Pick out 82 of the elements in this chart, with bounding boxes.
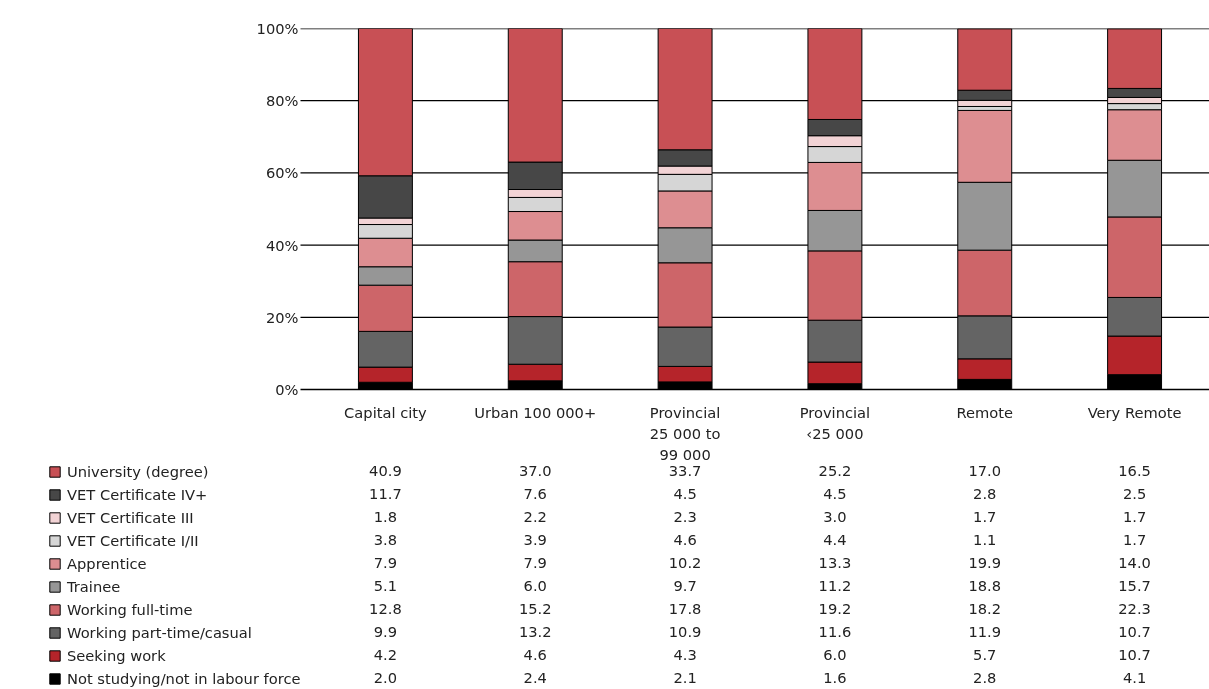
data-label: 2.3 <box>673 508 697 525</box>
data-label: 11.6 <box>818 623 852 640</box>
x-tick-label: Capital city <box>344 403 428 421</box>
data-label: 15.2 <box>518 600 552 617</box>
data-label: 17.0 <box>968 462 1002 479</box>
data-label: 4.6 <box>523 646 547 663</box>
legend-label: VET Certificate III <box>67 508 194 528</box>
legend-label: Working part-time/casual <box>67 623 252 643</box>
data-label: 4.4 <box>823 531 847 548</box>
data-label: 19.2 <box>818 600 852 617</box>
data-label: 15.7 <box>1118 577 1151 594</box>
data-label: 5.7 <box>973 646 997 663</box>
data-label: 7.6 <box>523 485 547 502</box>
data-label: 1.1 <box>973 531 997 548</box>
data-label: 2.4 <box>523 669 547 686</box>
x-tick-label: Remote <box>956 403 1014 421</box>
data-label: 22.3 <box>1118 600 1151 617</box>
data-label: 18.2 <box>968 600 1002 617</box>
data-label: 4.3 <box>673 646 697 663</box>
data-label: 33.7 <box>668 462 702 479</box>
data-label: 2.8 <box>973 485 997 502</box>
data-label: 6.0 <box>823 646 847 663</box>
data-label: 4.2 <box>373 646 398 663</box>
data-label: 4.5 <box>823 485 847 502</box>
legend-label: University (degree) <box>67 462 209 482</box>
data-label: 4.6 <box>673 531 697 548</box>
data-label: 19.9 <box>968 554 1002 571</box>
data-label: 25.2 <box>818 462 852 479</box>
data-label: 1.7 <box>1122 531 1147 548</box>
x-tick-label: Provincial 25 000 to 99 000 <box>649 403 721 463</box>
data-label: 2.1 <box>673 669 697 686</box>
data-label: 2.0 <box>373 669 398 686</box>
y-tick-label: 40% <box>265 236 299 254</box>
x-tick-label: Provincial ‹25 000 <box>799 403 871 442</box>
y-tick-label: 0% <box>275 381 299 398</box>
data-label: 1.7 <box>973 508 997 525</box>
legend-label: Not studying/not in labour force <box>67 669 301 689</box>
data-label: 2.5 <box>1122 485 1147 502</box>
legend-label: Apprentice <box>67 554 147 574</box>
data-label: 2.2 <box>523 508 547 525</box>
y-tick-label: 60% <box>265 164 299 182</box>
data-label: 7.9 <box>523 554 547 571</box>
x-tick-label: Urban 100 000+ <box>474 403 597 421</box>
legend-label: Seeking work <box>67 646 166 666</box>
data-label: 5.1 <box>373 577 398 594</box>
data-label: 2.8 <box>973 669 997 686</box>
data-label: 3.8 <box>373 531 398 548</box>
data-label: 1.6 <box>823 669 847 686</box>
data-label: 11.2 <box>818 577 852 594</box>
data-label: 10.2 <box>668 554 702 571</box>
data-label: 13.2 <box>518 623 552 640</box>
legend-label: VET Certificate IV+ <box>67 485 208 505</box>
data-label: 16.5 <box>1118 462 1151 479</box>
x-tick-label: Very Remote <box>1087 403 1182 421</box>
data-label: 10.7 <box>1118 623 1151 640</box>
data-label: 6.0 <box>523 577 547 594</box>
data-label: 40.9 <box>369 462 402 479</box>
legend-label: Trainee <box>67 577 121 597</box>
data-label: 9.9 <box>373 623 398 640</box>
y-tick-label: 80% <box>265 92 299 110</box>
data-label: 18.8 <box>968 577 1002 594</box>
data-label: 17.8 <box>668 600 702 617</box>
data-label: 1.7 <box>1122 508 1147 525</box>
y-tick-label: 100% <box>256 20 299 37</box>
data-label: 4.1 <box>1122 669 1147 686</box>
data-label: 3.0 <box>823 508 847 525</box>
data-label: 12.8 <box>369 600 402 617</box>
data-label: 3.9 <box>523 531 547 548</box>
legend-label: Working full-time <box>67 600 193 620</box>
data-label: 1.8 <box>373 508 398 525</box>
data-label: 9.7 <box>673 577 697 594</box>
data-label: 10.7 <box>1118 646 1151 663</box>
data-label: 37.0 <box>518 462 552 479</box>
data-label: 4.5 <box>673 485 697 502</box>
data-label: 7.9 <box>373 554 398 571</box>
data-label: 13.3 <box>818 554 852 571</box>
data-label: 11.9 <box>968 623 1002 640</box>
legend-label: VET Certificate I/II <box>67 531 199 551</box>
data-label: 11.7 <box>369 485 402 502</box>
data-label: 10.9 <box>668 623 702 640</box>
data-label: 14.0 <box>1118 554 1151 571</box>
y-tick-label: 20% <box>265 308 299 326</box>
